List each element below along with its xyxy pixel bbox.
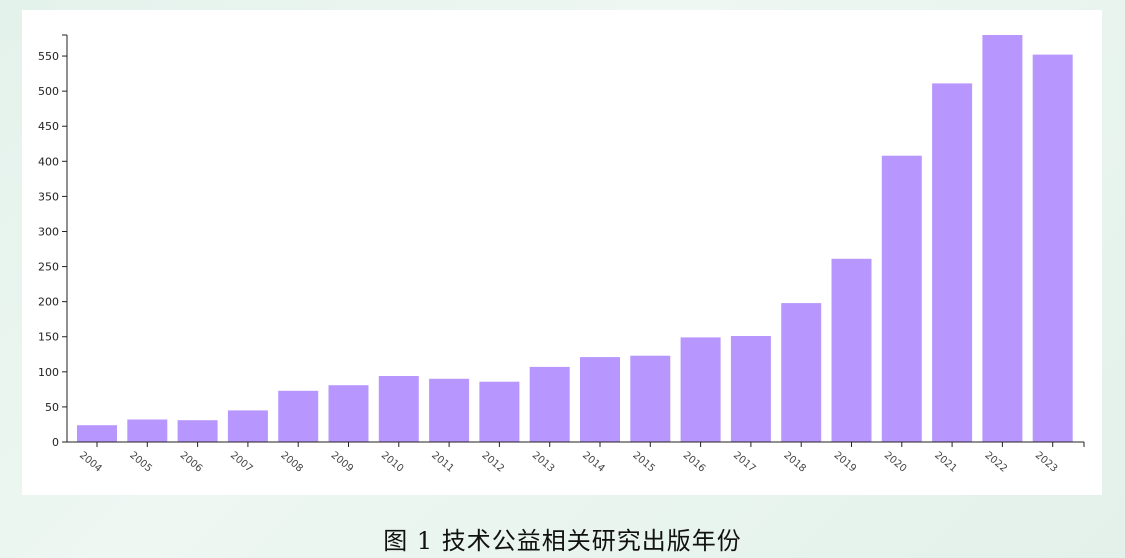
bar-2010: [378, 376, 419, 442]
x-tick-label-2017: 2017: [731, 450, 758, 475]
bar-2018: [781, 303, 822, 442]
y-tick-label-400: 400: [38, 155, 59, 168]
x-tick-label-2006: 2006: [178, 450, 205, 475]
x-tick-label-2008: 2008: [278, 450, 305, 475]
bar-2020: [881, 155, 922, 442]
x-axis: 2004 2005 2006 2007 2008 2009 2010 2011 2012 2013…: [67, 441, 1085, 475]
x-tick-label-2009: 2009: [329, 450, 356, 475]
y-tick-label-450: 450: [38, 120, 59, 133]
x-tick-label-2013: 2013: [530, 450, 557, 475]
x-tick-label-2012: 2012: [479, 450, 506, 475]
y-tick-label-550: 550: [38, 50, 59, 63]
bar-2008: [278, 390, 319, 442]
x-tick-label-2011: 2011: [429, 450, 456, 475]
figure-caption: 图 1 技术公益相关研究出版年份: [383, 527, 742, 555]
bar-2023: [1032, 54, 1073, 442]
y-tick-label-300: 300: [38, 225, 59, 238]
bar-2013: [529, 366, 570, 442]
x-tick-label-2015: 2015: [630, 450, 657, 475]
y-tick-label-0: 0: [52, 436, 59, 449]
y-tick-label-100: 100: [38, 366, 59, 379]
x-tick-label-2016: 2016: [681, 450, 708, 475]
bars-group: [77, 35, 1073, 443]
y-tick-label-250: 250: [38, 261, 59, 274]
bar-2009: [328, 385, 369, 442]
y-axis: 0 50 100 150 200 250 300 350 400 450 500 550: [38, 34, 68, 449]
bar-2019: [831, 258, 872, 442]
y-tick-label-200: 200: [38, 296, 59, 309]
x-tick-label-2019: 2019: [832, 450, 859, 475]
bar-2006: [177, 420, 218, 442]
bar-2017: [730, 336, 771, 442]
x-tick-label-2020: 2020: [882, 450, 909, 475]
x-tick-label-2014: 2014: [580, 450, 607, 475]
x-tick-label-2007: 2007: [228, 450, 255, 475]
bar-2021: [932, 83, 973, 443]
x-tick-label-2021: 2021: [932, 450, 959, 475]
x-tick-label-2005: 2005: [127, 450, 154, 475]
bar-2022: [982, 35, 1023, 442]
y-tick-label-150: 150: [38, 331, 59, 344]
x-tick-label-2010: 2010: [379, 450, 406, 475]
x-tick-label-2004: 2004: [77, 450, 104, 475]
bar-2014: [580, 357, 620, 442]
bar-2016: [680, 337, 721, 442]
x-tick-label-2022: 2022: [982, 450, 1009, 475]
y-tick-label-500: 500: [38, 85, 59, 98]
x-tick-label-2018: 2018: [781, 450, 808, 475]
bar-2011: [429, 378, 470, 442]
bar-2007: [227, 410, 268, 442]
y-tick-label-50: 50: [45, 401, 59, 414]
bar-2015: [630, 355, 671, 442]
bar-2012: [479, 381, 520, 442]
chart-panel: 0 50 100 150 200 250 300 350 400 450 500 550 2004 20…: [22, 10, 1102, 495]
bar-2004: [77, 425, 117, 442]
x-tick-label-2023: 2023: [1033, 450, 1060, 475]
bar-2005: [127, 419, 168, 442]
y-tick-label-350: 350: [38, 190, 59, 203]
